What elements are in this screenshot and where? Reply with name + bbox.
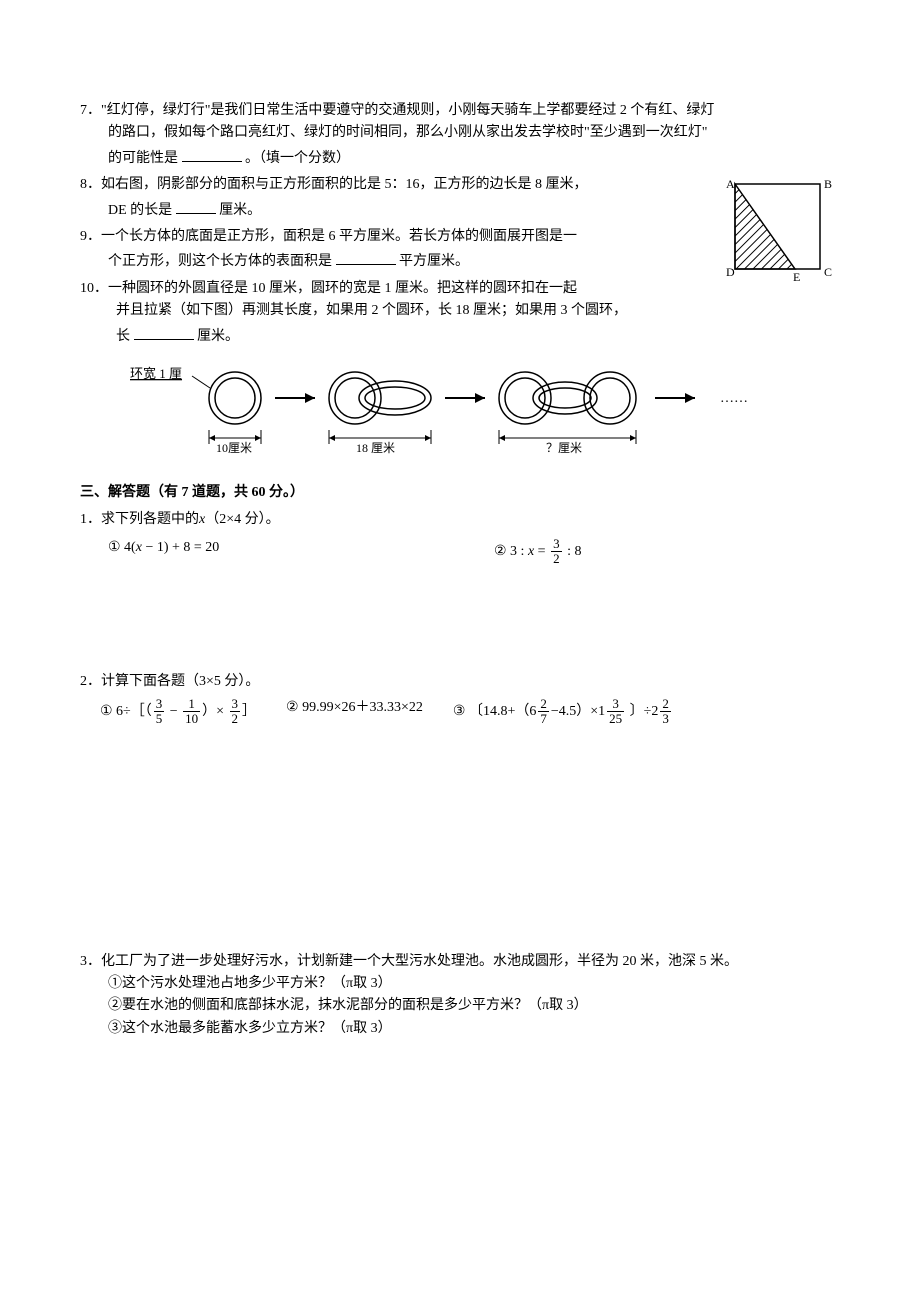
s3q1-title: 1．求下列各题中的 bbox=[80, 512, 199, 527]
q9-line2-pre: 个正方形，则这个长方体的表面积是 bbox=[108, 254, 332, 269]
ring-width-label: 环宽 1 厘 bbox=[130, 366, 182, 381]
s3q2-c3: ③ 〔14.8+（627−4.5）×1325 〕÷223 bbox=[453, 697, 673, 727]
s3q2-c2: ② 99.99×26＋33.33×22 bbox=[286, 697, 423, 727]
q7-line1: "红灯停，绿灯行"是我们日常生活中要遵守的交通规则，小刚每天骑车上学都要经过 2… bbox=[101, 103, 714, 118]
s3q3-line1: 3．化工厂为了进一步处理好污水，计划新建一个大型污水处理池。水池成圆形，半径为 … bbox=[80, 951, 840, 973]
section3-q2: 2．计算下面各题（3×5 分）。 ① 6÷［（35 − 110）× 32］ ② … bbox=[80, 671, 840, 727]
question-9: 9．一个长方体的底面是正方形，面积是 6 平方厘米。若长方体的侧面展开图是一 个… bbox=[80, 226, 840, 274]
s3q3-sub1: ①这个污水处理池占地多少平方米？（π取 3） bbox=[108, 973, 840, 995]
question-10: 10．一种圆环的外圆直径是 10 厘米，圆环的宽是 1 厘米。把这样的圆环扣在一… bbox=[80, 278, 840, 348]
q10-num: 10． bbox=[80, 281, 108, 296]
q7-line3: 的可能性是 bbox=[108, 151, 178, 166]
q10-line3-post: 厘米。 bbox=[197, 329, 239, 344]
q8-line1: 如右图，阴影部分的面积与正方形面积的比是 5：16，正方形的边长是 8 厘米， bbox=[101, 177, 588, 192]
s3q2-title: 2．计算下面各题（3×5 分）。 bbox=[80, 671, 840, 693]
section3-title: 三、解答题（有 7 道题，共 60 分。） bbox=[80, 482, 840, 504]
q7-line3-tail: 。（填一个分数） bbox=[245, 151, 350, 166]
s3q1-tail: （2×4 分）。 bbox=[205, 512, 279, 527]
q7-num: 7． bbox=[80, 103, 101, 118]
q9-line1: 一个长方体的底面是正方形，面积是 6 平方厘米。若长方体的侧面展开图是一 bbox=[101, 229, 577, 244]
q8-line2-post: 厘米。 bbox=[219, 203, 261, 218]
s3q3-sub2: ②要在水池的侧面和底部抹水泥，抹水泥部分的面积是多少平方米？（π取 3） bbox=[108, 995, 840, 1017]
q8-num: 8． bbox=[80, 177, 101, 192]
s3q2-c1: ① 6÷［（35 − 110）× 32］ bbox=[100, 697, 256, 727]
question-8: 8．如右图，阴影部分的面积与正方形面积的比是 5：16，正方形的边长是 8 厘米… bbox=[80, 174, 840, 222]
dim-q: ？厘米 bbox=[546, 441, 582, 455]
ring-diagram: 环宽 1 厘 10厘米 18 厘米 bbox=[120, 356, 840, 464]
dim-10: 10厘米 bbox=[216, 441, 252, 455]
q10-line2: 并且拉紧（如下图）再测其长度，如果用 2 个圆环，长 18 厘米；如果用 3 个… bbox=[116, 303, 627, 318]
q10-line3-pre: 长 bbox=[116, 329, 130, 344]
dim-18: 18 厘米 bbox=[356, 441, 395, 455]
q7-line2: 的路口，假如每个路口亮红灯、绿灯的时间相同，那么小刚从家出发去学校时"至少遇到一… bbox=[108, 125, 707, 140]
q9-blank bbox=[336, 248, 396, 265]
q9-num: 9． bbox=[80, 229, 101, 244]
q7-blank bbox=[182, 145, 242, 162]
question-7: 7．"红灯停，绿灯行"是我们日常生活中要遵守的交通规则，小刚每天骑车上学都要经过… bbox=[80, 100, 840, 170]
q8-line2-pre: DE 的长是 bbox=[108, 203, 172, 218]
s3q3-sub3: ③这个水池最多能蓄水多少立方米？（π取 3） bbox=[108, 1018, 840, 1040]
section3-q1: 1．求下列各题中的x（2×4 分）。 ① 4(x − 1) + 8 = 20 ②… bbox=[80, 509, 840, 567]
section3-q3: 3．化工厂为了进一步处理好污水，计划新建一个大型污水处理池。水池成圆形，半径为 … bbox=[80, 951, 840, 1041]
q9-line2-post: 平方厘米。 bbox=[399, 254, 469, 269]
s3q1-item2: ② 3 : x = 32 : 8 bbox=[494, 537, 840, 567]
q10-blank bbox=[134, 323, 194, 340]
s3q1-item1: ① 4(x − 1) + 8 = 20 bbox=[108, 537, 454, 567]
q8-blank bbox=[176, 197, 216, 214]
dots: …… bbox=[720, 391, 748, 406]
q10-line1: 一种圆环的外圆直径是 10 厘米，圆环的宽是 1 厘米。把这样的圆环扣在一起 bbox=[108, 281, 577, 296]
